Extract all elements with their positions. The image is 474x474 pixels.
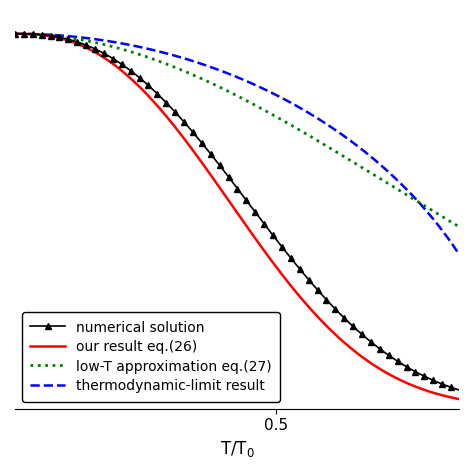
X-axis label: T/T$_0$: T/T$_0$	[219, 439, 255, 459]
Legend: numerical solution, our result eq.(26), low-T approximation eq.(27), thermodynam: numerical solution, our result eq.(26), …	[22, 312, 280, 402]
